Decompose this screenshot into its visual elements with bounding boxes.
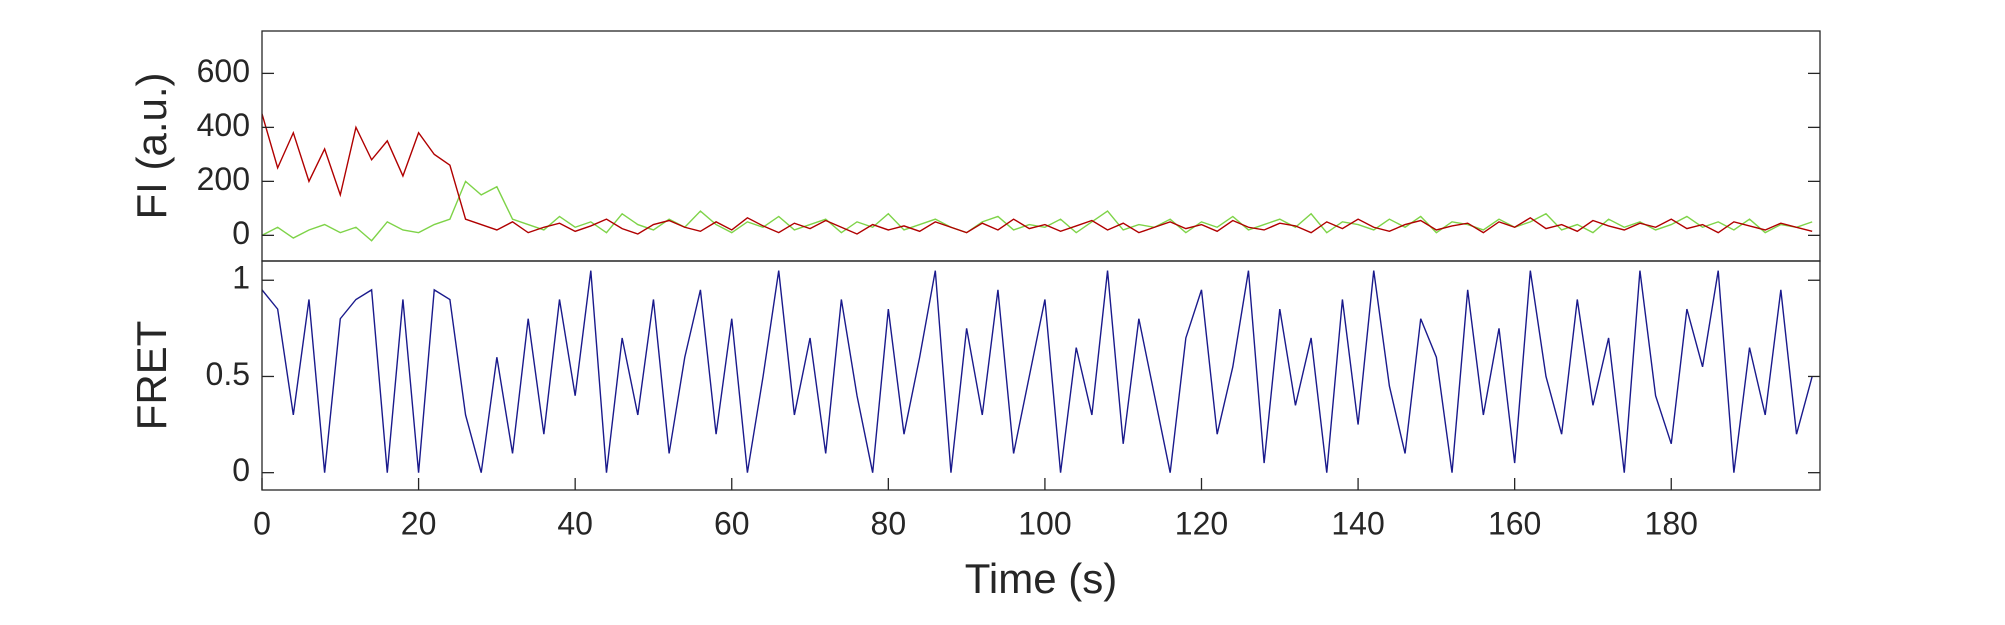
series-line [262,113,1813,235]
y-axis-label: FRET [128,321,175,431]
y-tick-label: 600 [197,53,250,89]
x-tick-label: 0 [253,505,271,541]
y-tick-label: 200 [197,161,250,197]
y-axis-label: FI (a.u.) [128,72,175,219]
x-tick-label: 20 [401,505,437,541]
x-tick-label: 140 [1331,505,1384,541]
y-tick-label: 0 [232,215,250,251]
x-tick-label: 100 [1018,505,1071,541]
x-axis-label: Time (s) [965,555,1117,602]
x-tick-label: 40 [557,505,593,541]
x-tick-label: 120 [1175,505,1228,541]
x-tick-label: 180 [1645,505,1698,541]
x-tick-label: 80 [871,505,907,541]
y-tick-label: 0.5 [206,356,250,392]
y-tick-label: 400 [197,107,250,143]
axes-box [261,260,1821,491]
x-tick-label: 160 [1488,505,1541,541]
series-line [262,270,1813,473]
x-tick-label: 60 [714,505,750,541]
y-tick-label: 1 [232,260,250,296]
y-tick-label: 0 [232,452,250,488]
